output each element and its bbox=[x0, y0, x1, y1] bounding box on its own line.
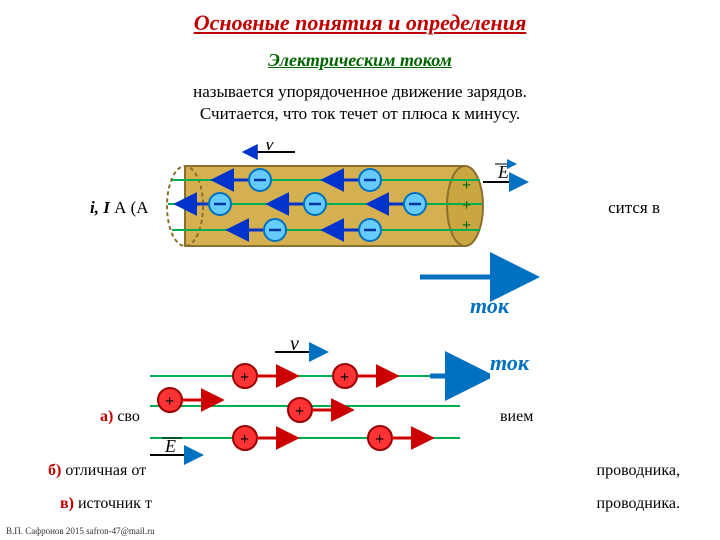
definition: называется упорядоченное движение зарядо… bbox=[0, 81, 720, 125]
unit-text: А (А bbox=[110, 198, 149, 217]
svg-text:+: + bbox=[375, 431, 384, 448]
svg-text:+: + bbox=[165, 393, 174, 410]
subtitle: Электрическим током bbox=[0, 50, 720, 71]
svg-text:+: + bbox=[462, 177, 471, 194]
def-line1: называется упорядоченное движение зарядо… bbox=[193, 82, 527, 101]
unit-line: i, I А (А bbox=[90, 198, 149, 218]
v-label: v bbox=[265, 142, 274, 155]
svg-text:+: + bbox=[240, 369, 249, 386]
item-a-key: а) bbox=[100, 408, 113, 425]
proton-current-diagram: + + + + + + v E bbox=[130, 340, 490, 470]
e-label: E bbox=[497, 162, 509, 182]
footer: В.П. Сафронов 2015 safron-47@mail.ru bbox=[6, 526, 155, 536]
current-label-1: ток bbox=[470, 293, 509, 319]
svg-text:+: + bbox=[462, 197, 471, 214]
current-label-2: ток bbox=[490, 350, 529, 376]
item-a: а) сво bbox=[100, 408, 140, 426]
item-a-tail: вием bbox=[500, 408, 533, 426]
item-b-text: отличная от bbox=[61, 462, 146, 479]
unit-symbol: i, I bbox=[90, 198, 110, 217]
e-label-2: E bbox=[164, 436, 176, 456]
v-label-2: v bbox=[290, 340, 299, 355]
item-c-tail: проводника. bbox=[597, 495, 680, 513]
item-a-text: сво bbox=[113, 408, 140, 425]
item-b-tail: проводника, bbox=[597, 462, 680, 480]
svg-text:+: + bbox=[340, 369, 349, 386]
item-b-key: б) bbox=[48, 462, 61, 479]
svg-text:+: + bbox=[462, 217, 471, 234]
item-c-text: источник т bbox=[74, 495, 152, 512]
svg-text:+: + bbox=[295, 403, 304, 420]
item-b: б) отличная от bbox=[48, 462, 146, 480]
electron-current-diagram: + + + v E bbox=[160, 142, 540, 312]
def-line2: Считается, что ток течет от плюса к мину… bbox=[200, 104, 520, 123]
item-c-key: в) bbox=[60, 495, 74, 512]
unit-tail: сится в bbox=[608, 198, 660, 218]
item-c: в) источник т bbox=[60, 495, 152, 513]
svg-text:+: + bbox=[240, 431, 249, 448]
page-title: Основные понятия и определения bbox=[0, 0, 720, 36]
